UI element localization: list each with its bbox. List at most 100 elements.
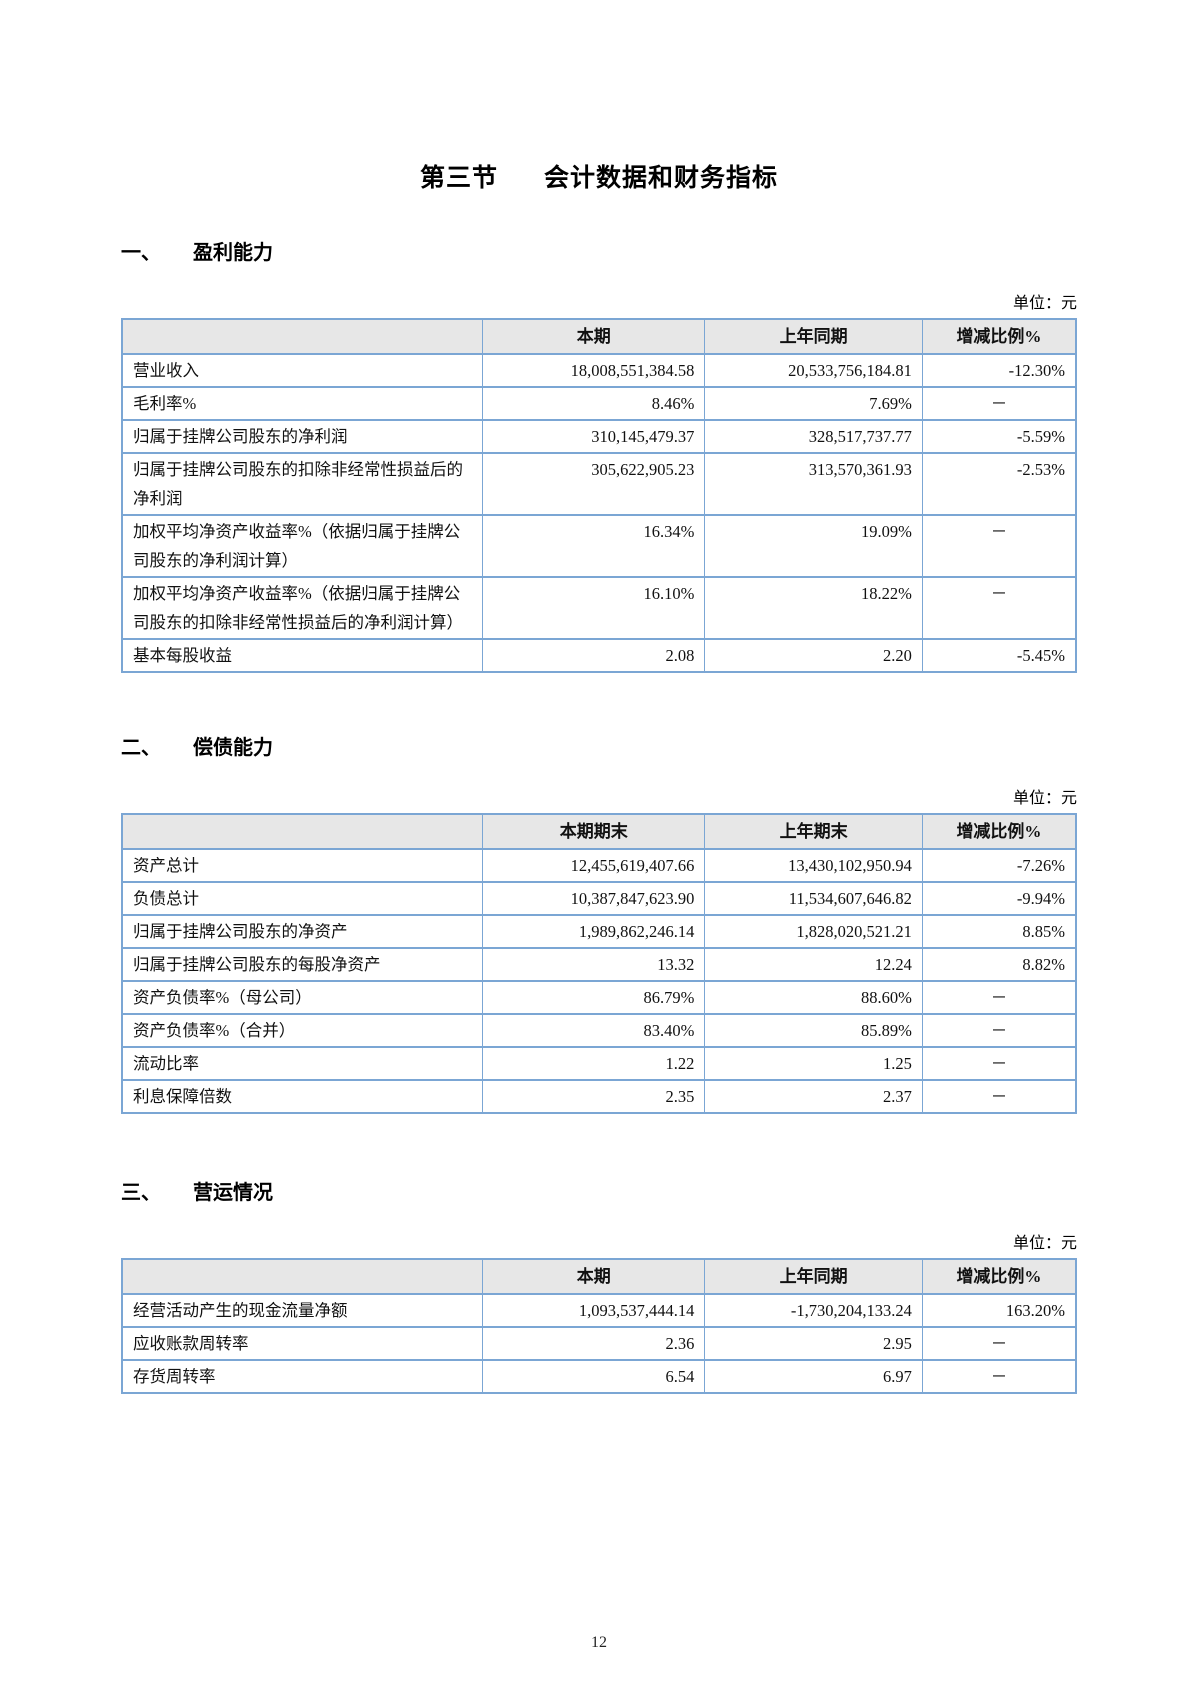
cell-value: －: [921, 386, 1077, 421]
column-header: 上年同期: [704, 318, 923, 355]
page-title: 第三节 会计数据和财务指标: [121, 158, 1077, 194]
table-row: 加权平均净资产收益率%（依据归属于挂牌公司股东的扣除非经常性损益后的净利润计算）…: [121, 576, 1077, 640]
row-label: 毛利率%: [121, 386, 484, 421]
cell-value: 19.09%: [704, 514, 923, 578]
cell-value: 8.46%: [482, 386, 706, 421]
column-header: 增减比例%: [921, 1258, 1077, 1295]
row-label: 加权平均净资产收益率%（依据归属于挂牌公司股东的净利润计算）: [121, 514, 484, 578]
cell-value: 10,387,847,623.90: [482, 881, 706, 916]
row-label: 负债总计: [121, 881, 484, 916]
cell-value: 6.54: [482, 1359, 706, 1394]
column-header: 上年期末: [704, 813, 923, 850]
cell-value: 310,145,479.37: [482, 419, 706, 454]
row-label: 资产负债率%（合并）: [121, 1013, 484, 1048]
cell-value: 86.79%: [482, 980, 706, 1015]
cell-value: －: [921, 1326, 1077, 1361]
unit-label: 单位：元: [1012, 295, 1077, 312]
unit-label: 单位：元: [1012, 1235, 1077, 1252]
table-row: 毛利率% 8.46% 7.69% －: [121, 386, 1077, 421]
row-label: 归属于挂牌公司股东的扣除非经常性损益后的净利润: [121, 452, 484, 516]
section-label: 营运情况: [193, 1182, 273, 1204]
column-header: 本期: [482, 1258, 706, 1295]
table-row: 归属于挂牌公司股东的每股净资产 13.32 12.24 8.82%: [121, 947, 1077, 982]
page-number: 12: [591, 1634, 607, 1651]
cell-value: 12,455,619,407.66: [482, 848, 706, 883]
section-number: 三、: [121, 1182, 161, 1204]
row-label: 归属于挂牌公司股东的净利润: [121, 419, 484, 454]
cell-value: 85.89%: [704, 1013, 923, 1048]
cell-value: 8.82%: [921, 947, 1077, 982]
row-label: 基本每股收益: [121, 638, 484, 673]
cell-value: 12.24: [704, 947, 923, 982]
cell-value: 2.20: [704, 638, 923, 673]
cell-value: 13.32: [482, 947, 706, 982]
section-label: 偿债能力: [193, 737, 273, 759]
cell-value: －: [921, 514, 1077, 578]
cell-value: 313,570,361.93: [704, 452, 923, 516]
cell-value: 16.10%: [482, 576, 706, 640]
cell-value: 13,430,102,950.94: [704, 848, 923, 883]
cell-value: －: [921, 980, 1077, 1015]
cell-value: 83.40%: [482, 1013, 706, 1048]
table-row: 归属于挂牌公司股东的净利润 310,145,479.37 328,517,737.7…: [121, 419, 1077, 454]
cell-value: 2.37: [704, 1079, 923, 1114]
cell-value: 2.36: [482, 1326, 706, 1361]
section-number: 一、: [121, 242, 161, 264]
table-row: 经营活动产生的现金流量净额 1,093,537,444.14 -1,730,204,…: [121, 1293, 1077, 1328]
cell-value: 1,828,020,521.21: [704, 914, 923, 949]
operations-table: 本期 上年同期 增减比例% 经营活动产生的现金流量净额 1,093,537,444.1…: [121, 1258, 1077, 1394]
cell-value: -1,730,204,133.24: [704, 1293, 923, 1328]
cell-value: 8.85%: [921, 914, 1077, 949]
table-row: 基本每股收益 2.08 2.20 -5.45%: [121, 638, 1077, 673]
page-title-section-number: 第三节: [419, 165, 498, 192]
row-label: 应收账款周转率: [121, 1326, 484, 1361]
cell-value: -9.94%: [921, 881, 1077, 916]
table-row: 存货周转率 6.54 6.97 －: [121, 1359, 1077, 1394]
table-header-row: 本期 上年同期 增减比例%: [121, 1258, 1077, 1295]
cell-value: 1.22: [482, 1046, 706, 1081]
row-label: 营业收入: [121, 353, 484, 388]
table-row: 流动比率 1.22 1.25 －: [121, 1046, 1077, 1081]
table-header-row: 本期期末 上年期末 增减比例%: [121, 813, 1077, 850]
cell-value: 1.25: [704, 1046, 923, 1081]
section-heading-operations: 三、 营运情况: [121, 1176, 1077, 1205]
cell-value: -2.53%: [921, 452, 1077, 516]
column-header: 本期期末: [482, 813, 706, 850]
cell-value: -5.45%: [921, 638, 1077, 673]
column-header: [121, 1258, 484, 1295]
cell-value: 6.97: [704, 1359, 923, 1394]
cell-value: -5.59%: [921, 419, 1077, 454]
table-row: 资产负债率%（母公司） 86.79% 88.60% －: [121, 980, 1077, 1015]
profitability-table: 本期 上年同期 增减比例% 营业收入 18,008,551,384.58 20,533,…: [121, 318, 1077, 673]
table-row: 负债总计 10,387,847,623.90 11,534,607,646.82 -9…: [121, 881, 1077, 916]
cell-value: 163.20%: [921, 1293, 1077, 1328]
cell-value: 20,533,756,184.81: [704, 353, 923, 388]
row-label: 归属于挂牌公司股东的每股净资产: [121, 947, 484, 982]
table-row: 资产负债率%（合并） 83.40% 85.89% －: [121, 1013, 1077, 1048]
cell-value: -12.30%: [921, 353, 1077, 388]
solvency-table: 本期期末 上年期末 增减比例% 资产总计 12,455,619,407.66 13,43…: [121, 813, 1077, 1114]
row-label: 流动比率: [121, 1046, 484, 1081]
page-title-text: 会计数据和财务指标: [544, 165, 779, 192]
row-label: 资产总计: [121, 848, 484, 883]
cell-value: 305,622,905.23: [482, 452, 706, 516]
cell-value: 18,008,551,384.58: [482, 353, 706, 388]
cell-value: 2.08: [482, 638, 706, 673]
cell-value: 88.60%: [704, 980, 923, 1015]
document-page: 第三节 会计数据和财务指标 一、 盈利能力 单位：元 本期 上年同期 增减比例% 营业收…: [121, 0, 1077, 1652]
cell-value: 2.95: [704, 1326, 923, 1361]
cell-value: 1,989,862,246.14: [482, 914, 706, 949]
cell-value: －: [921, 1359, 1077, 1394]
cell-value: 18.22%: [704, 576, 923, 640]
row-label: 归属于挂牌公司股东的净资产: [121, 914, 484, 949]
cell-value: 1,093,537,444.14: [482, 1293, 706, 1328]
column-header: [121, 318, 484, 355]
cell-value: －: [921, 1046, 1077, 1081]
cell-value: 2.35: [482, 1079, 706, 1114]
section-heading-solvency: 二、 偿债能力: [121, 731, 1077, 760]
cell-value: 328,517,737.77: [704, 419, 923, 454]
column-header: 上年同期: [704, 1258, 923, 1295]
column-header: 增减比例%: [921, 813, 1077, 850]
table-row: 归属于挂牌公司股东的扣除非经常性损益后的净利润 305,622,905.23 313…: [121, 452, 1077, 516]
table-row: 资产总计 12,455,619,407.66 13,430,102,950.94 -7…: [121, 848, 1077, 883]
